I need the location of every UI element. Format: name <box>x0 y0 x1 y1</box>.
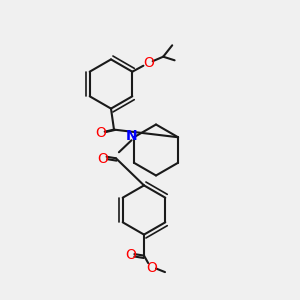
Text: O: O <box>143 56 154 70</box>
Text: O: O <box>125 248 136 262</box>
Text: O: O <box>147 261 158 274</box>
Text: O: O <box>95 126 106 140</box>
Text: O: O <box>97 152 108 166</box>
Text: N: N <box>126 129 137 143</box>
